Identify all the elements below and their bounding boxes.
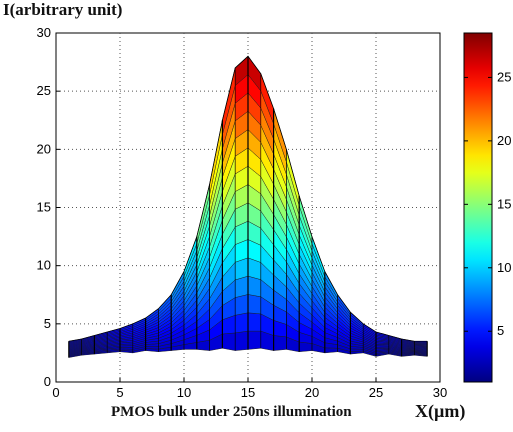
y-tick-label: 10 (37, 258, 51, 273)
y-tick-label: 20 (37, 141, 51, 156)
x-tick-label: 5 (116, 385, 123, 400)
colorbar (463, 32, 493, 383)
surface-patch (247, 294, 262, 315)
colorbar-tick-label: 10 (497, 260, 511, 275)
surface-patch (234, 312, 249, 334)
y-tick-label: 15 (37, 200, 51, 215)
x-axis-label: X(µm) (415, 401, 466, 421)
surface-patch (145, 346, 159, 350)
colorbar-tick-label: 5 (497, 323, 504, 338)
x-tick-label: 10 (177, 385, 191, 400)
surface-patch (247, 330, 262, 350)
y-tick-label: 30 (37, 25, 51, 40)
y-tick-label: 25 (37, 83, 51, 98)
figure-caption: PMOS bulk under 250ns illumination (111, 404, 352, 420)
x-tick-label: 0 (52, 385, 59, 400)
y-tick-label: 0 (44, 374, 51, 389)
colorbar-tick-label: 15 (497, 196, 511, 211)
colorbar-tick-label: 20 (497, 133, 511, 148)
surface-group (68, 55, 428, 358)
x-tick-label: 25 (369, 385, 383, 400)
surface-patch (234, 330, 249, 351)
surface-patch (247, 312, 262, 332)
x-tick-label: 20 (305, 385, 319, 400)
surface-patch (222, 332, 236, 351)
colorbar-tick-label: 25 (497, 69, 511, 84)
surface-patch (234, 294, 249, 316)
x-tick-label: 15 (241, 385, 255, 400)
surface-patch (273, 335, 287, 351)
y-tick-label: 5 (44, 316, 51, 331)
y-axis-label: I(arbitrary unit) (3, 0, 123, 19)
x-tick-label: 30 (433, 385, 447, 400)
peak-outline (68, 55, 428, 342)
surface-patch (324, 347, 338, 354)
